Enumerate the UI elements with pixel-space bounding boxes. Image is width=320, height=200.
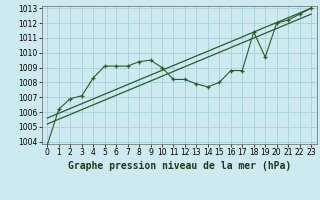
X-axis label: Graphe pression niveau de la mer (hPa): Graphe pression niveau de la mer (hPa)	[68, 161, 291, 171]
